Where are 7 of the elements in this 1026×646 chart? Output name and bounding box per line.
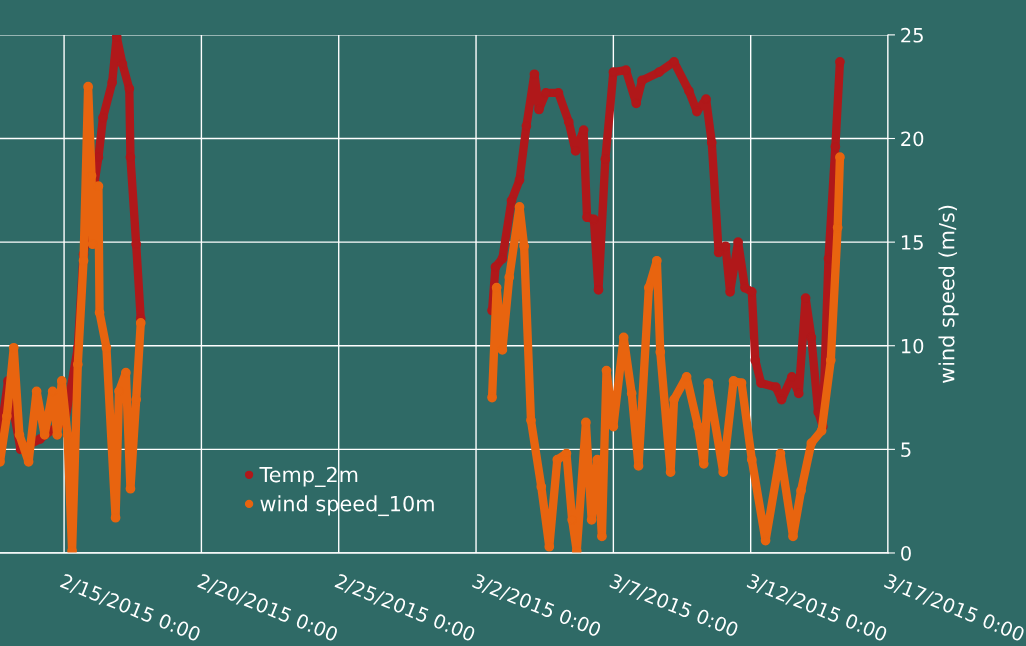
y2-axis-title: wind speed (m/s): [938, 205, 959, 383]
y2-tick-label: 5: [901, 442, 911, 458]
y2-tick-label: 15: [901, 235, 923, 250]
y2-tick-label: 10: [901, 338, 924, 354]
y2-tick-label: 20: [901, 131, 924, 147]
y2-tick-label: 0: [901, 545, 911, 561]
y2-tick-label: 25: [901, 27, 923, 43]
